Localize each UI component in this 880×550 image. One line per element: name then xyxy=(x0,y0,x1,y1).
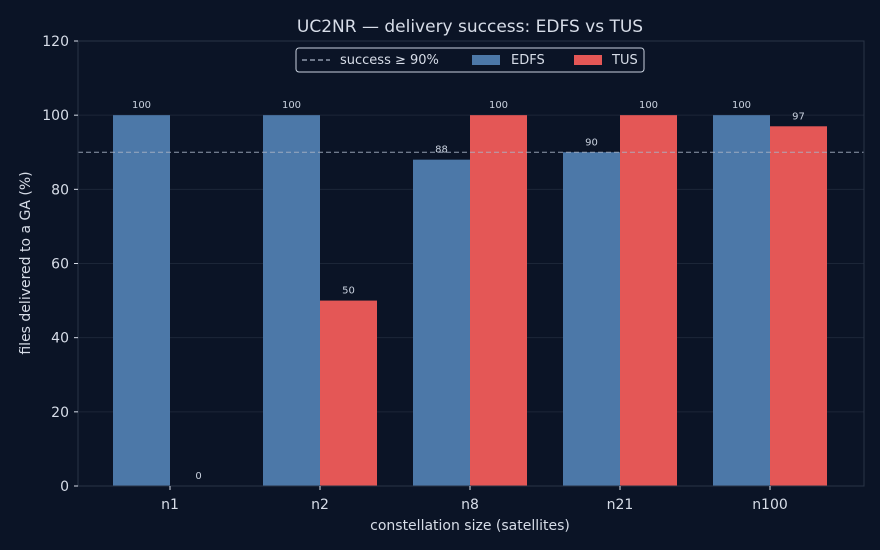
y-tick-label: 60 xyxy=(51,257,69,273)
bar-value-label-tus: 97 xyxy=(792,111,805,122)
bar-edfs xyxy=(563,152,620,486)
legend: success ≥ 90% EDFS TUS xyxy=(295,47,645,73)
y-tick-label: 20 xyxy=(51,405,69,421)
bar-value-label-edfs: 100 xyxy=(732,100,751,111)
bar-edfs xyxy=(113,115,170,487)
y-axis: 0 20 40 60 80 100 120 xyxy=(42,34,78,495)
legend-tus-label: TUS xyxy=(611,53,638,68)
legend-box xyxy=(295,47,645,73)
bar-edfs xyxy=(263,115,320,487)
bar-value-label-tus: 50 xyxy=(342,286,355,297)
bar-value-label-tus: 100 xyxy=(639,100,658,111)
y-tick-label: 40 xyxy=(51,331,69,347)
legend-edfs-label: EDFS xyxy=(511,53,545,68)
y-tick-label: 100 xyxy=(42,108,69,124)
bar-value-label-edfs: 100 xyxy=(132,100,151,111)
bar-tus xyxy=(320,300,377,486)
bar-tus xyxy=(620,115,677,487)
bar-value-label-edfs: 90 xyxy=(585,137,598,148)
y-axis-label: files delivered to a GA (%) xyxy=(18,171,34,354)
x-tick-label: n1 xyxy=(161,497,179,513)
legend-reference-label: success ≥ 90% xyxy=(340,53,439,68)
x-axis-label: constellation size (satellites) xyxy=(370,518,570,534)
bar-value-label-tus: 0 xyxy=(195,471,201,482)
bar-value-label-tus: 100 xyxy=(489,100,508,111)
legend-edfs-swatch xyxy=(472,55,500,65)
x-tick-label: n2 xyxy=(311,497,329,513)
bar-edfs xyxy=(413,159,470,486)
y-tick-label: 120 xyxy=(42,34,69,50)
chart-title: UC2NR — delivery success: EDFS vs TUS xyxy=(297,17,643,37)
bars: 100 100 88 90 100 0 50 100 100 97 xyxy=(113,100,827,487)
legend-tus-swatch xyxy=(574,55,602,65)
y-tick-label: 80 xyxy=(51,182,69,198)
bar-tus xyxy=(770,126,827,487)
x-tick-label: n21 xyxy=(607,497,634,513)
bar-value-label-edfs: 88 xyxy=(435,145,448,156)
x-tick-label: n8 xyxy=(461,497,479,513)
bar-value-label-edfs: 100 xyxy=(282,100,301,111)
bar-tus xyxy=(470,115,527,487)
x-axis: n1 n2 n8 n21 n100 xyxy=(161,486,788,513)
bar-edfs xyxy=(713,115,770,487)
x-tick-label: n100 xyxy=(752,497,788,513)
y-tick-label: 0 xyxy=(60,479,69,495)
